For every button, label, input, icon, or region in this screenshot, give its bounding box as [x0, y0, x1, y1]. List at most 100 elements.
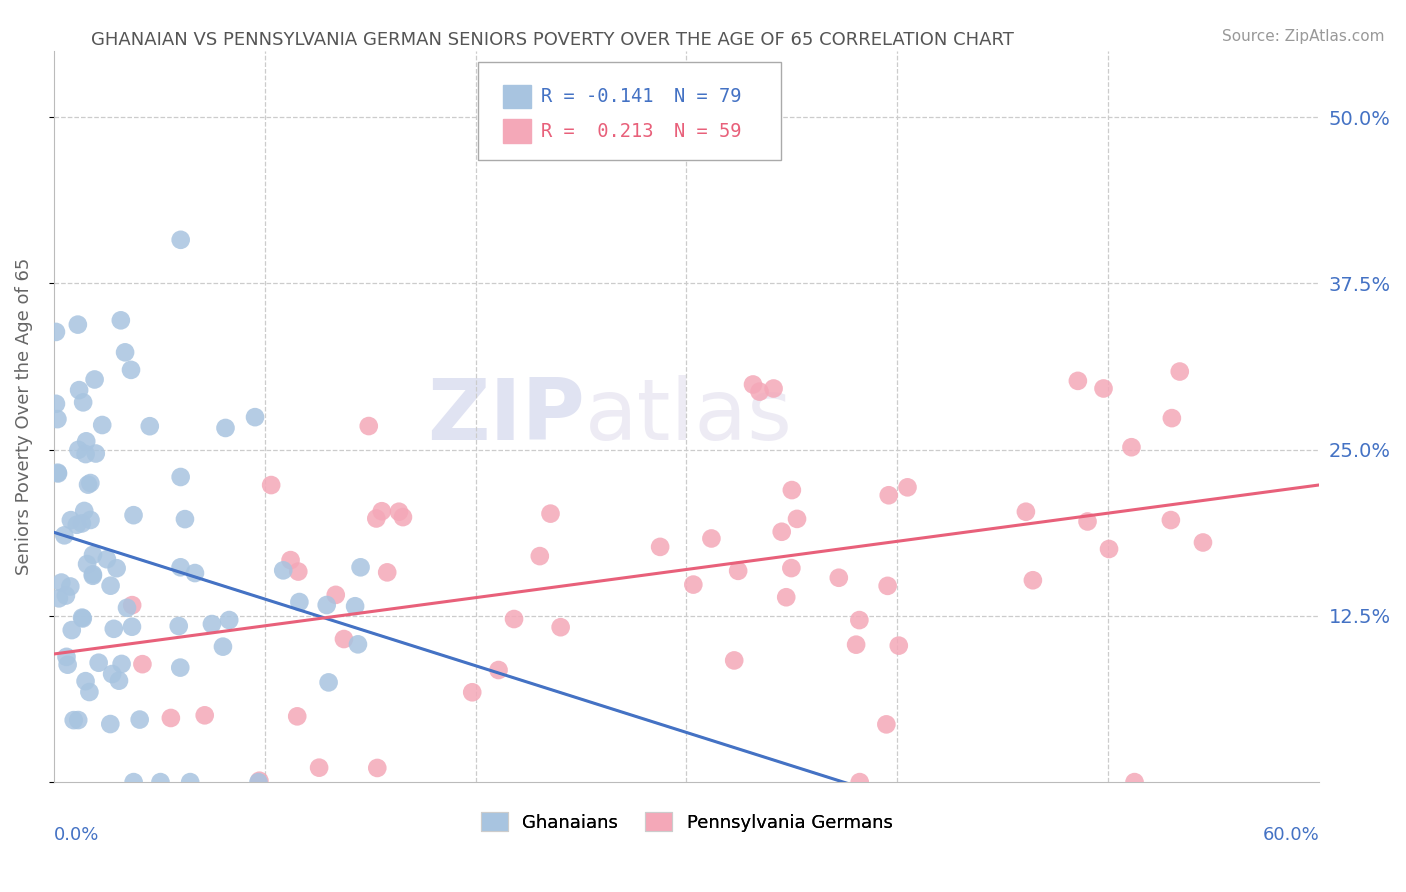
Point — [388, 505, 411, 519]
Point — [87, 656, 110, 670]
Point — [79, 685, 101, 699]
Point — [247, 775, 270, 789]
Point — [682, 577, 704, 591]
Text: ZIP: ZIP — [427, 375, 585, 458]
Point — [775, 591, 797, 605]
Text: 60.0%: 60.0% — [1263, 826, 1319, 844]
Point — [114, 345, 136, 359]
Point — [100, 579, 122, 593]
Point — [46, 412, 69, 426]
Point — [1192, 535, 1215, 549]
Point — [366, 761, 388, 775]
Point — [115, 600, 138, 615]
Point — [218, 613, 240, 627]
Point — [1123, 775, 1146, 789]
Point — [247, 773, 270, 788]
Point — [45, 397, 67, 411]
Point — [169, 470, 191, 484]
Point — [1092, 382, 1115, 396]
Point — [700, 532, 723, 546]
Point — [887, 639, 910, 653]
Point — [503, 612, 526, 626]
Point — [194, 708, 217, 723]
Point — [51, 575, 73, 590]
Point — [287, 565, 309, 579]
Point — [59, 513, 82, 527]
Point — [46, 467, 69, 481]
Point — [120, 363, 142, 377]
Point — [285, 709, 308, 723]
Point — [876, 579, 898, 593]
Point — [1067, 374, 1090, 388]
Point — [650, 540, 672, 554]
Point — [308, 761, 330, 775]
Point — [762, 382, 785, 396]
Point — [56, 657, 79, 672]
Point — [77, 477, 100, 491]
Point — [280, 553, 302, 567]
Point — [149, 775, 172, 789]
Point — [357, 419, 380, 434]
Point — [529, 549, 551, 563]
Point — [748, 384, 770, 399]
Point — [174, 512, 197, 526]
Point — [848, 775, 870, 789]
Point — [53, 528, 76, 542]
Point — [540, 507, 562, 521]
Point — [45, 325, 67, 339]
Point — [877, 488, 900, 502]
Point — [55, 649, 77, 664]
Text: N = 59: N = 59 — [673, 121, 741, 141]
Point — [461, 685, 484, 699]
Text: atlas: atlas — [585, 375, 793, 458]
Text: R = -0.141: R = -0.141 — [541, 87, 654, 106]
Point — [67, 713, 90, 727]
Point — [347, 637, 370, 651]
Point — [1015, 505, 1038, 519]
Point — [70, 610, 93, 624]
Point — [550, 620, 572, 634]
Point — [131, 657, 153, 672]
Point — [1098, 541, 1121, 556]
Point — [59, 579, 82, 593]
Point — [1160, 513, 1182, 527]
Legend: Ghanaians, Pennsylvania Germans: Ghanaians, Pennsylvania Germans — [474, 805, 900, 838]
Point — [73, 504, 96, 518]
Point — [845, 638, 868, 652]
Point — [121, 598, 143, 612]
Point — [179, 775, 201, 789]
Point — [392, 510, 415, 524]
Point — [70, 516, 93, 531]
Point — [318, 675, 340, 690]
Point — [67, 383, 90, 397]
Point — [103, 622, 125, 636]
Point — [243, 410, 266, 425]
Point — [1022, 574, 1045, 588]
Point — [121, 620, 143, 634]
Point — [98, 717, 121, 731]
Point — [770, 524, 793, 539]
Point — [260, 478, 283, 492]
Point — [108, 673, 131, 688]
Point — [128, 713, 150, 727]
Point — [371, 504, 394, 518]
Point — [333, 632, 356, 646]
Text: N = 79: N = 79 — [673, 87, 741, 106]
Point — [169, 660, 191, 674]
Point — [742, 377, 765, 392]
Point — [84, 446, 107, 460]
Point — [46, 466, 69, 480]
Point — [727, 564, 749, 578]
Point — [271, 563, 294, 577]
Point — [167, 619, 190, 633]
Point — [66, 318, 89, 332]
Point — [82, 569, 104, 583]
Y-axis label: Seniors Poverty Over the Age of 65: Seniors Poverty Over the Age of 65 — [15, 258, 32, 575]
Point — [122, 508, 145, 523]
Point — [212, 640, 235, 654]
Bar — [503, 85, 531, 109]
Bar — [503, 120, 531, 143]
Point — [72, 611, 94, 625]
Point — [170, 233, 193, 247]
Text: 0.0%: 0.0% — [53, 826, 100, 844]
